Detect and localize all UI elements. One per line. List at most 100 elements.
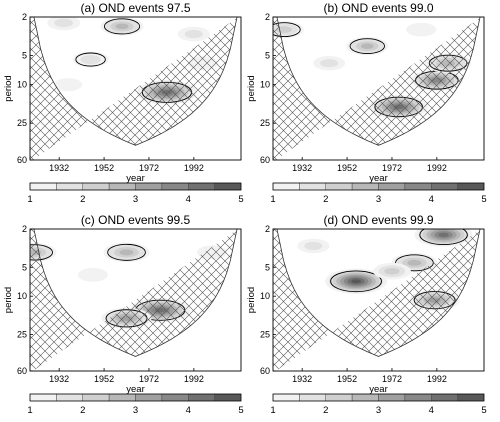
colorbar: 1 2 3 4 5 xyxy=(27,182,244,205)
cone-of-influence xyxy=(30,17,239,160)
y-tick-label: 60 xyxy=(260,155,270,165)
cone-curve xyxy=(276,229,481,357)
x-tick-label: 1972 xyxy=(382,374,402,384)
x-tick-label: 1952 xyxy=(94,163,114,173)
contour-level xyxy=(119,249,134,256)
y-tick-label: 2 xyxy=(265,12,270,22)
x-tick-label: 1972 xyxy=(139,374,159,384)
x-axis-label: year xyxy=(369,173,387,184)
plot-frame xyxy=(272,16,485,161)
colorbar-cell xyxy=(29,182,57,191)
contour-level xyxy=(406,22,437,37)
y-tick-label: 25 xyxy=(17,118,27,128)
significance-contour xyxy=(107,243,146,261)
colorbar: 1 2 3 4 5 xyxy=(270,393,487,416)
colorbar-cell xyxy=(325,393,353,402)
contour-level xyxy=(351,279,361,284)
significance-contour xyxy=(349,38,385,55)
y-tick-label: 10 xyxy=(17,80,27,90)
colorbar-tick-label: 4 xyxy=(186,194,191,205)
colorbar-cell xyxy=(161,182,189,191)
colorbar-frame xyxy=(272,182,485,191)
significance-contour xyxy=(273,22,301,38)
colorbar-cell xyxy=(351,393,379,402)
colorbar-cell xyxy=(82,182,110,191)
contour-level xyxy=(304,241,323,251)
colorbar-cell xyxy=(457,182,485,191)
contour-level xyxy=(384,267,400,275)
colorbar-cell xyxy=(351,182,379,191)
y-tick-label: 25 xyxy=(17,329,27,339)
colorbar-cell xyxy=(108,182,136,191)
colorbar-tick-label: 1 xyxy=(27,194,32,205)
y-tick-label: 5 xyxy=(265,262,270,272)
panel-title: (c) OND events 99.5 xyxy=(81,213,191,227)
hatch-region xyxy=(30,229,239,371)
significance-contour xyxy=(419,229,468,246)
x-axis-label: year xyxy=(126,384,144,395)
significance-contour xyxy=(75,52,106,67)
colorbar-tick-label: 2 xyxy=(80,194,85,205)
colorbar-cell xyxy=(214,393,242,402)
colorbar-tick-label: 3 xyxy=(133,194,138,205)
colorbar-cell xyxy=(135,182,163,191)
x-tick-label: 1932 xyxy=(292,163,312,173)
colorbar-tick-label: 2 xyxy=(323,194,328,205)
colorbar-cell xyxy=(108,393,136,402)
y-tick-label: 60 xyxy=(260,366,270,376)
y-axis-label: period xyxy=(3,287,14,313)
y-tick-label: 5 xyxy=(22,262,27,272)
y-tick-label: 10 xyxy=(17,291,27,301)
y-tick-label: 10 xyxy=(260,291,270,301)
cone-of-influence xyxy=(30,229,239,371)
colorbar-tick-label: 4 xyxy=(429,405,434,416)
significance-contour xyxy=(103,18,141,35)
colorbar-tick-label: 3 xyxy=(133,405,138,416)
colorbar-cell xyxy=(56,182,83,191)
colorbar-cell xyxy=(56,393,83,402)
colorbar-tick-label: 1 xyxy=(270,405,275,416)
plot-frame xyxy=(272,228,485,372)
contour-level xyxy=(438,232,449,237)
cone-curve xyxy=(33,17,238,146)
y-tick-label: 25 xyxy=(260,118,270,128)
significance-contour xyxy=(330,270,382,293)
colorbar: 1 2 3 4 5 xyxy=(270,182,487,205)
contour-level xyxy=(54,18,73,28)
y-tick-label: 10 xyxy=(260,80,270,90)
x-tick-label: 1992 xyxy=(184,163,204,173)
plot-frame xyxy=(29,228,242,372)
contour-level xyxy=(407,259,422,266)
contour-level xyxy=(184,29,203,39)
colorbar-cell xyxy=(431,393,458,402)
colorbar-tick-label: 5 xyxy=(238,194,243,205)
colorbar-cell xyxy=(135,393,163,402)
contour-level xyxy=(54,78,83,92)
y-axis-label: period xyxy=(246,287,257,313)
y-tick-label: 2 xyxy=(22,224,27,234)
panel-title: (b) OND events 99.0 xyxy=(323,1,433,15)
colorbar-tick-label: 2 xyxy=(323,405,328,416)
panel-title: (a) OND events 97.5 xyxy=(80,1,190,15)
colorbar-tick-label: 3 xyxy=(376,405,381,416)
x-tick-label: 1952 xyxy=(337,163,357,173)
x-tick-label: 1972 xyxy=(382,163,402,173)
colorbar-cell xyxy=(325,182,353,191)
x-tick-label: 1992 xyxy=(427,163,447,173)
y-axis-label: period xyxy=(246,75,257,101)
x-tick-label: 1952 xyxy=(94,374,114,384)
colorbar-cell xyxy=(378,393,406,402)
cone-of-influence xyxy=(273,229,482,371)
colorbar-cell xyxy=(188,182,215,191)
colorbar-tick-label: 5 xyxy=(481,194,486,205)
hatch-region xyxy=(273,17,482,160)
colorbar-frame xyxy=(29,182,242,191)
colorbar-tick-label: 4 xyxy=(429,194,434,205)
colorbar-cell xyxy=(29,393,57,402)
colorbar-cell xyxy=(299,393,326,402)
cone-curve xyxy=(33,229,238,357)
y-tick-label: 25 xyxy=(260,329,270,339)
